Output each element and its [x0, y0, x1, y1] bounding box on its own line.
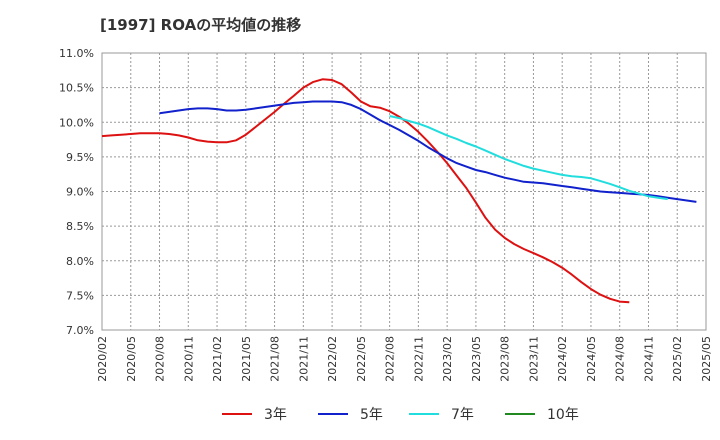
x-tick-label: 2024/11	[642, 336, 655, 382]
legend-label: 7年	[451, 407, 474, 423]
x-tick-label: 2023/05	[470, 336, 483, 382]
x-tick-label: 2020/08	[154, 336, 167, 382]
x-tick-label: 2025/05	[700, 336, 713, 382]
series-line	[159, 100, 697, 203]
legend-label: 10年	[547, 407, 579, 423]
x-tick-label: 2022/05	[355, 336, 368, 382]
x-tick-label: 2021/08	[269, 336, 282, 382]
x-tick-label: 2023/11	[527, 336, 540, 382]
x-tick-label: 2022/11	[412, 336, 425, 382]
y-tick-label: 8.0%	[66, 255, 94, 268]
series-line	[101, 78, 630, 304]
x-tick-label: 2023/08	[499, 336, 512, 382]
x-tick-label: 2020/11	[182, 336, 195, 382]
y-tick-label: 10.0%	[59, 116, 94, 129]
x-axis-ticks: 2020/02 2020/05 2020/08 2020/11 2021/02 2021/…	[96, 336, 713, 382]
y-tick-label: 10.5%	[59, 82, 94, 95]
x-tick-label: 2020/02	[96, 336, 109, 382]
x-tick-label: 2021/02	[211, 336, 224, 382]
x-tick-label: 2025/02	[671, 336, 684, 382]
y-tick-label: 7.0%	[66, 324, 94, 337]
y-tick-label: 11.0%	[59, 47, 94, 60]
y-tick-label: 8.5%	[66, 220, 94, 233]
legend-label: 5年	[360, 407, 383, 423]
y-tick-label: 9.0%	[66, 186, 94, 199]
legend: 3年 5年 7年 10年	[222, 407, 579, 423]
y-tick-label: 9.5%	[66, 151, 94, 164]
series-line	[389, 115, 668, 201]
series-lines	[101, 78, 697, 304]
x-tick-label: 2021/05	[240, 336, 253, 382]
x-tick-label: 2023/02	[441, 336, 454, 382]
x-tick-label: 2024/05	[585, 336, 598, 382]
x-tick-label: 2022/08	[384, 336, 397, 382]
y-axis-ticks: 7.0% 7.5% 8.0% 8.5% 9.0% 9.5% 10.0% 10.5% 11.0%	[59, 47, 94, 337]
legend-label: 3年	[264, 407, 287, 423]
x-tick-label: 2021/11	[297, 336, 310, 382]
x-tick-label: 2024/02	[556, 336, 569, 382]
chart-title: [1997] ROAの平均値の推移	[100, 16, 301, 34]
x-tick-label: 2022/02	[326, 336, 339, 382]
grid-lines	[102, 53, 706, 330]
y-tick-label: 7.5%	[66, 289, 94, 302]
x-tick-label: 2020/05	[125, 336, 138, 382]
x-tick-label: 2024/08	[614, 336, 627, 382]
